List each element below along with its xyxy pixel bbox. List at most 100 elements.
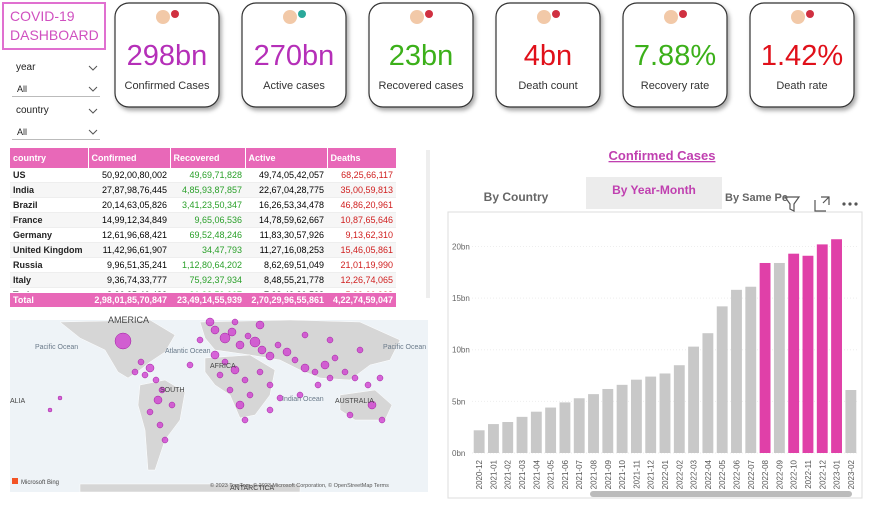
map-bubbles	[47, 317, 386, 444]
kpi-value: 4bn	[523, 40, 573, 72]
kpi-icon	[171, 10, 179, 18]
total-row: Total 2,98,01,85,70,847 23,49,14,55,939 2,7…	[10, 293, 396, 307]
x-tick-label: 2021-06	[561, 459, 570, 489]
cell: France	[10, 212, 88, 228]
map-bubble	[231, 318, 239, 326]
map-bubble	[376, 374, 384, 382]
cell: 4,85,93,87,857	[170, 182, 245, 198]
map-bubble	[364, 381, 372, 389]
map-bubble	[266, 406, 274, 414]
kpi: 23bn Recovered cases	[369, 2, 473, 108]
bar	[530, 411, 542, 453]
cell: Turkey	[10, 287, 88, 292]
kpi-value: 298bn	[126, 40, 208, 72]
bar	[559, 402, 571, 453]
bing-logo	[12, 478, 18, 484]
kpi-card	[114, 2, 220, 108]
x-tick-label: 2021-10	[618, 459, 627, 489]
total-row: Total 2,98,01,85,70,847 23,49,14,55,939 2,7…	[10, 293, 396, 307]
map-bubble	[114, 332, 132, 350]
map-bubble	[161, 436, 169, 444]
map-bubble	[235, 400, 245, 410]
map-bubble	[257, 345, 267, 355]
filter-dropdown[interactable]: All	[12, 82, 100, 97]
x-tick-label: 2022-05	[718, 459, 727, 489]
map-bubble	[227, 327, 237, 337]
kpi: 4bn Death count	[496, 2, 600, 108]
x-tick-label: 2022-09	[775, 459, 784, 489]
x-tick-label: 2021-02	[504, 459, 513, 489]
bar	[502, 422, 514, 453]
bar	[816, 244, 828, 453]
cell: 27,87,98,76,445	[88, 182, 170, 198]
filter-dropdown[interactable]: All	[12, 125, 100, 140]
kpi-label: Death rate	[776, 80, 828, 92]
kpi-value: 7.88%	[633, 40, 717, 72]
kpi-icon	[156, 10, 170, 24]
dropdown-chevron	[88, 65, 98, 71]
chart-tab[interactable]: By Country	[484, 190, 549, 204]
map-bubble	[282, 347, 292, 357]
map-bubble	[226, 386, 234, 394]
chart-tab[interactable]: By Same Pe	[725, 192, 788, 204]
x-tick-label: 2021-01	[489, 459, 498, 489]
map-bubble	[221, 358, 229, 366]
map-bubble	[326, 336, 334, 344]
map-bubble	[326, 374, 334, 382]
cell: 20,14,63,05,826	[88, 197, 170, 213]
bar	[831, 239, 842, 453]
kpi: 270bn Active cases	[242, 2, 346, 108]
cell: 14,78,59,62,667	[245, 212, 327, 228]
map-attribution: © 2023 TomTom, © 2023 Microsoft Corporat…	[210, 482, 389, 489]
bar	[802, 255, 814, 453]
map-bubble	[378, 416, 386, 424]
y-tick-label: 20bn	[452, 242, 470, 251]
data-table: country Confirmed Recovered Active Deaths US 5…	[10, 148, 396, 292]
kpi-label: Confirmed Cases	[124, 80, 210, 92]
map-bubble	[196, 336, 204, 344]
bar	[588, 394, 599, 453]
map-bubble	[210, 350, 220, 360]
filter-label: year	[16, 62, 36, 73]
column-header: country	[10, 148, 89, 168]
cell: 68,25,66,117	[327, 168, 396, 183]
cell: Germany	[10, 227, 88, 243]
map-bubble	[301, 331, 309, 339]
bar	[745, 286, 757, 453]
map-bubble	[230, 365, 240, 375]
map-bubble	[341, 368, 349, 376]
cell: 16,26,53,34,478	[245, 197, 327, 213]
map-bubble	[158, 386, 166, 394]
bar	[716, 306, 728, 453]
tab-selected-bg	[586, 177, 722, 209]
kpi-icon	[679, 10, 687, 18]
bar	[602, 388, 614, 453]
kpi-value: 1.42%	[760, 40, 844, 72]
map-bubble	[205, 317, 215, 327]
kpi-card	[495, 2, 601, 108]
table-row: Brazil 20,14,63,05,826 3,41,23,50,347 16,26…	[10, 197, 396, 213]
column-header: Active	[245, 148, 328, 168]
cell: US	[10, 168, 88, 183]
map-bubble	[351, 374, 359, 382]
y-tick-label: 10bn	[452, 346, 470, 355]
cell: United Kingdom	[10, 242, 88, 258]
kpi-icon	[664, 10, 678, 24]
map-bubble	[244, 332, 252, 340]
chart-tab[interactable]: By Year-Month	[612, 183, 696, 197]
cell: 8,36,35,46,483	[88, 287, 170, 292]
scrollbar	[590, 491, 852, 497]
kpi-icon	[283, 10, 297, 24]
bar	[488, 424, 499, 453]
bar	[688, 346, 700, 453]
kpi-icon	[298, 10, 306, 18]
plot-frame	[447, 211, 863, 499]
cell: 9,36,74,33,777	[88, 272, 170, 288]
x-tick-label: 2022-12	[818, 459, 827, 489]
cell: 35,00,59,813	[327, 182, 396, 198]
map-bubble	[168, 401, 176, 409]
table-row: US 50,92,00,80,002 49,69,71,828 49,74,05,42…	[10, 168, 396, 183]
map-bubble	[241, 376, 249, 384]
cell: 12,26,74,065	[327, 272, 396, 288]
